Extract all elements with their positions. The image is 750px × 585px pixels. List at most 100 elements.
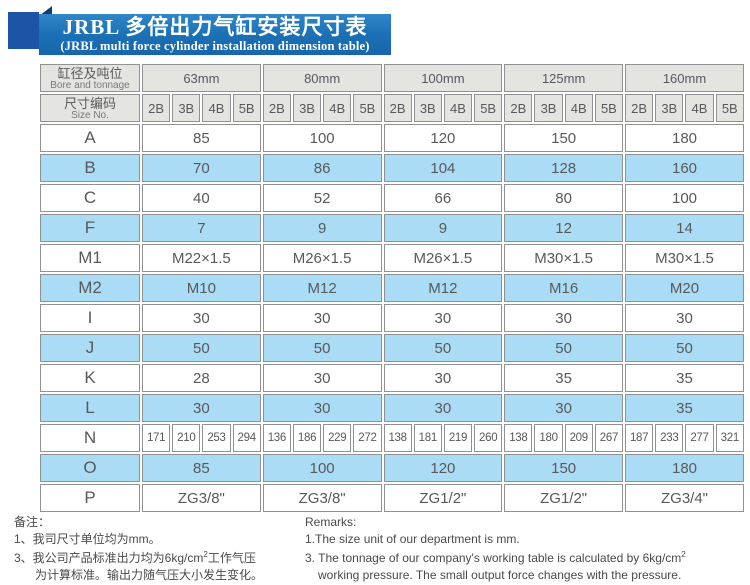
cell-M2-80mm: M12 (262, 274, 382, 302)
cell-C-100mm: 66 (383, 184, 503, 212)
dimension-table: 缸径及吨位 Bore and tonnage 63mm 80mm 100mm 125mm 1… (38, 62, 746, 514)
cell-N-100mm-3B: 181 (413, 424, 442, 452)
header-code-160mm-4B: 4B (685, 94, 714, 122)
row-label-M2: M2 (40, 274, 140, 302)
cell-O-80mm: 100 (262, 454, 382, 482)
cell-N-100mm-5B: 260 (474, 424, 503, 452)
cell-L-100mm: 30 (383, 394, 503, 422)
header-code-80mm-3B: 3B (292, 94, 322, 122)
cell-C-125mm: 80 (504, 184, 623, 212)
notes-zh-line2-pre: 3、我公司产品标准出力均为6kg/cm (14, 551, 204, 565)
notes-en-line2-pre: 3. The tonnage of our company's working … (305, 551, 682, 565)
cell-N-125mm-3B: 180 (534, 424, 563, 452)
header-code-160mm-2B: 2B (625, 94, 654, 122)
notes-zh-line2-post: 工作气压 (207, 551, 256, 565)
cell-B-125mm: 128 (504, 154, 623, 182)
cell-M1-100mm: M26×1.5 (383, 244, 503, 272)
cell-I-160mm: 30 (625, 304, 744, 332)
cell-F-100mm: 9 (383, 214, 503, 242)
cell-M1-80mm: M26×1.5 (262, 244, 382, 272)
cell-P-160mm: ZG3/4" (625, 484, 744, 512)
cell-M2-100mm: M12 (383, 274, 503, 302)
cell-F-160mm: 14 (625, 214, 744, 242)
header-bore-125mm: 125mm (504, 64, 623, 92)
ribbon-decoration (8, 12, 39, 49)
row-label-N: N (40, 424, 140, 452)
row-label-I: I (40, 304, 140, 332)
notes-zh-line1: 1、我司尺寸单位均为mm。 (14, 531, 161, 546)
ribbon-fold-icon (39, 6, 52, 16)
cell-N-80mm-3B: 186 (292, 424, 322, 452)
header-code-160mm-3B: 3B (655, 94, 684, 122)
cell-M2-125mm: M16 (504, 274, 623, 302)
cell-M2-160mm: M20 (625, 274, 744, 302)
notes-zh-line3: 为计算标准。输出力随气压大小发生变化。 (35, 567, 264, 582)
header-code-125mm-4B: 4B (564, 94, 593, 122)
cell-N-160mm-2B: 187 (625, 424, 654, 452)
cell-N-63mm-4B: 253 (202, 424, 231, 452)
row-label-B: B (40, 154, 140, 182)
header-size-no: 尺寸编码 Size No. (40, 94, 140, 122)
cell-P-80mm: ZG3/8" (262, 484, 382, 512)
cell-K-100mm: 30 (383, 364, 503, 392)
header-code-80mm-4B: 4B (323, 94, 352, 122)
row-label-O: O (40, 454, 140, 482)
cell-M1-160mm: M30×1.5 (625, 244, 744, 272)
cell-O-125mm: 150 (504, 454, 623, 482)
cell-F-80mm: 9 (262, 214, 382, 242)
cell-N-125mm-2B: 138 (504, 424, 533, 452)
cell-J-80mm: 50 (262, 334, 382, 362)
cell-B-100mm: 104 (383, 154, 503, 182)
notes-en-line3: working pressure. The small output force… (318, 567, 682, 582)
header-code-63mm-4B: 4B (202, 94, 231, 122)
cell-K-80mm: 30 (262, 364, 382, 392)
cell-A-80mm: 100 (262, 124, 382, 152)
row-label-K: K (40, 364, 140, 392)
cell-I-80mm: 30 (262, 304, 382, 332)
page-title: JRBL 多倍出力气缸安装尺寸表 (62, 15, 368, 39)
cell-L-125mm: 30 (504, 394, 623, 422)
cell-N-125mm-4B: 209 (564, 424, 593, 452)
cell-N-80mm-4B: 229 (323, 424, 352, 452)
header-code-80mm-2B: 2B (262, 94, 291, 122)
notes-chinese: 备注： 1、我司尺寸单位均为mm。 3、我公司产品标准出力均为6kg/cm2工作… (14, 514, 299, 583)
header-bore-160mm: 160mm (625, 64, 744, 92)
cell-B-63mm: 70 (142, 154, 261, 182)
page-subtitle: (JRBL multi force cylinder installation … (60, 39, 370, 53)
cell-F-125mm: 12 (504, 214, 623, 242)
header-code-100mm-2B: 2B (383, 94, 412, 122)
cell-M2-63mm: M10 (142, 274, 261, 302)
cell-N-160mm-3B: 233 (655, 424, 684, 452)
notes-en-line1: 1.The size unit of our department is mm. (305, 531, 520, 546)
row-label-A: A (40, 124, 140, 152)
cell-L-63mm: 30 (142, 394, 261, 422)
row-label-F: F (40, 214, 140, 242)
notes-en-heading: Remarks: (305, 515, 357, 529)
cell-O-63mm: 85 (142, 454, 261, 482)
header-code-63mm-5B: 5B (232, 94, 261, 122)
cell-I-125mm: 30 (504, 304, 623, 332)
cell-J-125mm: 50 (504, 334, 623, 362)
cell-P-100mm: ZG1/2" (383, 484, 503, 512)
notes-en-line2-sup: 2 (681, 550, 686, 559)
cell-C-63mm: 40 (142, 184, 261, 212)
row-label-C: C (40, 184, 140, 212)
header-bore-tonnage: 缸径及吨位 Bore and tonnage (40, 64, 140, 92)
cell-M1-63mm: M22×1.5 (142, 244, 261, 272)
title-banner: JRBL 多倍出力气缸安装尺寸表 (JRBL multi force cylin… (39, 14, 391, 55)
cell-C-160mm: 100 (625, 184, 744, 212)
header-bore-63mm: 63mm (142, 64, 261, 92)
cell-I-63mm: 30 (142, 304, 261, 332)
cell-B-160mm: 160 (625, 154, 744, 182)
cell-N-80mm-5B: 272 (353, 424, 382, 452)
cell-K-160mm: 35 (625, 364, 744, 392)
cell-C-80mm: 52 (262, 184, 382, 212)
cell-O-160mm: 180 (625, 454, 744, 482)
header-code-125mm-2B: 2B (504, 94, 533, 122)
header-bore-100mm: 100mm (383, 64, 503, 92)
header-code-63mm-3B: 3B (172, 94, 201, 122)
cell-O-100mm: 120 (383, 454, 503, 482)
cell-A-63mm: 85 (142, 124, 261, 152)
header-bore-80mm: 80mm (262, 64, 382, 92)
